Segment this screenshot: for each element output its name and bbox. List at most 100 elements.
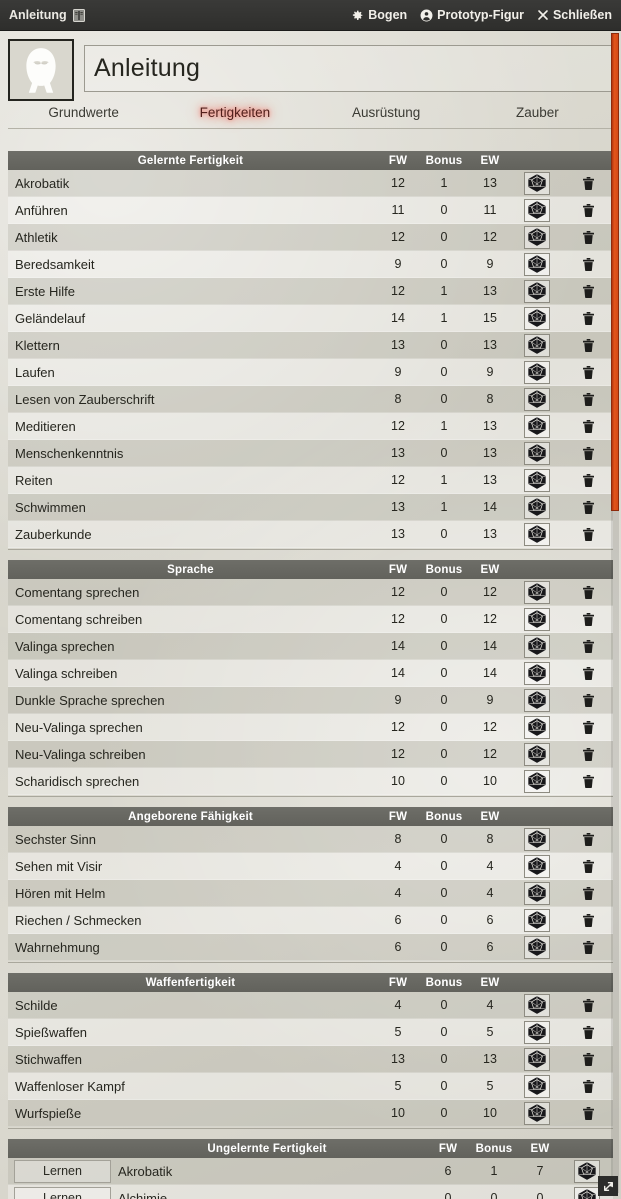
vertical-scrollbar[interactable] [611,33,619,1193]
roll-dice-button[interactable] [524,387,550,411]
table-row[interactable]: Meditieren 12 1 13 [8,413,613,440]
table-row[interactable]: Lernen Akrobatik 6 1 7 [8,1158,613,1185]
delete-skill-button[interactable] [577,226,599,248]
delete-skill-button[interactable] [577,635,599,657]
tab-grundwerte[interactable]: Grundwerte [48,105,119,120]
delete-skill-button[interactable] [577,307,599,329]
delete-skill-button[interactable] [577,882,599,904]
window-resize-handle[interactable] [598,1176,618,1196]
delete-skill-button[interactable] [577,199,599,221]
roll-dice-button[interactable] [524,742,550,766]
table-row[interactable]: Klettern 13 0 13 [8,332,613,359]
table-row[interactable]: Wahrnehmung 6 0 6 [8,934,613,961]
table-row[interactable]: Scharidisch sprechen 10 0 10 [8,768,613,795]
tab-fertigkeiten[interactable]: Fertigkeiten [199,105,271,120]
tab-zauber[interactable]: Zauber [515,105,559,120]
delete-skill-button[interactable] [577,608,599,630]
roll-dice-button[interactable] [524,198,550,222]
table-row[interactable]: Anführen 11 0 11 [8,197,613,224]
delete-skill-button[interactable] [577,770,599,792]
table-row[interactable]: Comentang sprechen 12 0 12 [8,579,613,606]
delete-skill-button[interactable] [577,581,599,603]
roll-dice-button[interactable] [524,1074,550,1098]
table-row[interactable]: Spießwaffen 5 0 5 [8,1019,613,1046]
delete-skill-button[interactable] [577,909,599,931]
delete-skill-button[interactable] [577,828,599,850]
roll-dice-button[interactable] [524,1020,550,1044]
delete-skill-button[interactable] [577,1021,599,1043]
delete-skill-button[interactable] [577,334,599,356]
delete-skill-button[interactable] [577,1102,599,1124]
table-row[interactable]: Dunkle Sprache sprechen 9 0 9 [8,687,613,714]
delete-skill-button[interactable] [577,388,599,410]
table-row[interactable]: Schilde 4 0 4 [8,992,613,1019]
table-row[interactable]: Laufen 9 0 9 [8,359,613,386]
delete-skill-button[interactable] [577,716,599,738]
roll-dice-button[interactable] [524,661,550,685]
roll-dice-button[interactable] [524,225,550,249]
roll-dice-button[interactable] [524,1101,550,1125]
table-row[interactable]: Waffenloser Kampf 5 0 5 [8,1073,613,1100]
table-row[interactable]: Athletik 12 0 12 [8,224,613,251]
table-row[interactable]: Zauberkunde 13 0 13 [8,521,613,548]
table-row[interactable]: Hören mit Helm 4 0 4 [8,880,613,907]
tab-ausruestung[interactable]: Ausrüstung [351,105,421,120]
roll-dice-button[interactable] [524,607,550,631]
delete-skill-button[interactable] [577,855,599,877]
roll-dice-button[interactable] [574,1186,600,1199]
delete-skill-button[interactable] [577,936,599,958]
roll-dice-button[interactable] [524,360,550,384]
delete-skill-button[interactable] [577,442,599,464]
table-row[interactable]: Reiten 12 1 13 [8,467,613,494]
delete-skill-button[interactable] [577,994,599,1016]
roll-dice-button[interactable] [524,908,550,932]
character-name-field[interactable]: Anleitung [84,45,613,92]
table-row[interactable]: Schwimmen 13 1 14 [8,494,613,521]
roll-dice-button[interactable] [524,468,550,492]
table-row[interactable]: Neu-Valinga sprechen 12 0 12 [8,714,613,741]
table-row[interactable]: Stichwaffen 13 0 13 [8,1046,613,1073]
delete-skill-button[interactable] [577,496,599,518]
sheet-settings-button[interactable]: Bogen [351,8,407,22]
roll-dice-button[interactable] [524,522,550,546]
delete-skill-button[interactable] [577,469,599,491]
roll-dice-button[interactable] [524,252,550,276]
table-row[interactable]: Valinga schreiben 14 0 14 [8,660,613,687]
table-row[interactable]: Lernen Alchimie 0 0 0 [8,1185,613,1199]
table-row[interactable]: Sechster Sinn 8 0 8 [8,826,613,853]
table-row[interactable]: Menschenkenntnis 13 0 13 [8,440,613,467]
learn-button[interactable]: Lernen [14,1186,111,1199]
skills-scroll-area[interactable]: Gelernte Fertigkeit FW Bonus EW Akrobatik 12 1… [8,151,613,1199]
table-row[interactable]: Valinga sprechen 14 0 14 [8,633,613,660]
roll-dice-button[interactable] [524,688,550,712]
roll-dice-button[interactable] [524,171,550,195]
delete-skill-button[interactable] [577,1075,599,1097]
delete-skill-button[interactable] [577,415,599,437]
table-row[interactable]: Geländelauf 14 1 15 [8,305,613,332]
delete-skill-button[interactable] [577,280,599,302]
close-window-button[interactable]: Schließen [537,8,612,22]
roll-dice-button[interactable] [524,634,550,658]
learn-button[interactable]: Lernen [14,1159,111,1183]
table-row[interactable]: Riechen / Schmecken 6 0 6 [8,907,613,934]
table-row[interactable]: Sehen mit Visir 4 0 4 [8,853,613,880]
delete-skill-button[interactable] [577,662,599,684]
roll-dice-button[interactable] [524,580,550,604]
table-row[interactable]: Neu-Valinga schreiben 12 0 12 [8,741,613,768]
table-row[interactable]: Wurfspieße 10 0 10 [8,1100,613,1127]
roll-dice-button[interactable] [524,827,550,851]
delete-skill-button[interactable] [577,361,599,383]
roll-dice-button[interactable] [524,441,550,465]
delete-skill-button[interactable] [577,743,599,765]
roll-dice-button[interactable] [524,993,550,1017]
roll-dice-button[interactable] [574,1159,600,1183]
avatar[interactable] [8,39,74,101]
roll-dice-button[interactable] [524,414,550,438]
table-row[interactable]: Erste Hilfe 12 1 13 [8,278,613,305]
delete-skill-button[interactable] [577,689,599,711]
delete-skill-button[interactable] [577,1048,599,1070]
roll-dice-button[interactable] [524,1047,550,1071]
character-selector-button[interactable]: Prototyp-Figur [420,8,524,22]
roll-dice-button[interactable] [524,935,550,959]
table-row[interactable]: Akrobatik 12 1 13 [8,170,613,197]
